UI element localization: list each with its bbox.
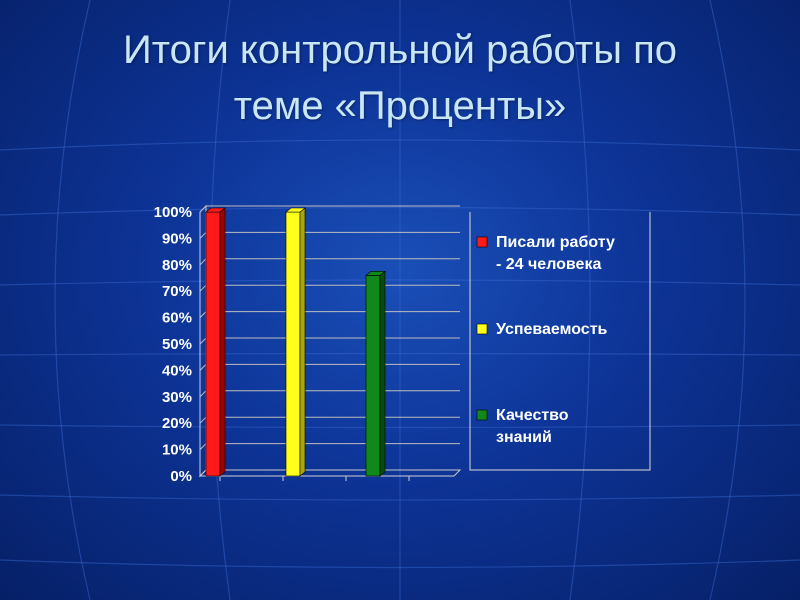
bar-top — [365, 271, 386, 276]
bar-top — [285, 207, 306, 213]
bar-1 — [205, 207, 226, 477]
legend-frame — [469, 212, 651, 471]
gridline — [199, 337, 460, 345]
legend-item-3: Качество знаний — [476, 407, 569, 446]
gridline — [199, 231, 460, 239]
y-tick-label: 0% — [170, 468, 192, 485]
gridline — [199, 205, 460, 213]
bar-front — [285, 211, 301, 477]
legend-label: Качество — [496, 407, 569, 424]
y-tick-label: 10% — [162, 442, 192, 459]
y-tick-label: 70% — [162, 283, 192, 300]
legend-swatch — [476, 236, 488, 248]
legend-label: знаний — [496, 429, 552, 446]
legend-swatch — [476, 409, 488, 421]
y-tick-label: 30% — [162, 389, 192, 406]
bar-side — [299, 207, 306, 477]
plot-area: 0% 10% 20% 30% 40% 50% 60% 70% 80% 90% 100% — [154, 204, 462, 485]
legend-label: Писали работу — [496, 234, 615, 251]
gridline — [199, 258, 460, 266]
y-tick-label: 90% — [162, 230, 192, 247]
slide-title-line-2: теме «Проценты» — [233, 84, 567, 128]
bar-side — [219, 207, 226, 477]
gridline — [199, 390, 460, 398]
bar-top — [205, 207, 226, 213]
slide-title: Итоги контрольной работы по теме «Процен… — [0, 22, 800, 134]
legend-label: - 24 человека — [496, 256, 601, 273]
legend-item-1: Писали работу - 24 человека — [476, 234, 615, 273]
gridline — [199, 284, 460, 292]
bar-front — [205, 211, 221, 477]
gridline — [199, 311, 460, 318]
gridline — [199, 443, 460, 450]
gridline — [199, 469, 460, 477]
y-tick-label: 20% — [162, 415, 192, 432]
bar-side — [379, 270, 386, 477]
bar-front — [365, 275, 381, 477]
gridline — [199, 363, 460, 371]
y-tick-label: 40% — [162, 362, 192, 379]
y-tick-label: 80% — [162, 257, 192, 274]
chart-legend: Писали работу - 24 человека Успеваемость Ка… — [469, 212, 651, 471]
slide-title-line-1: Итоги контрольной работы по — [123, 28, 677, 72]
legend-item-2: Успеваемость — [476, 321, 608, 338]
y-tick-label: 50% — [162, 336, 192, 353]
y-tick-label: 60% — [162, 310, 192, 327]
chart-floor — [198, 469, 462, 477]
legend-swatch — [476, 323, 488, 335]
gridline — [199, 416, 460, 424]
bar-3 — [365, 270, 386, 477]
legend-label: Успеваемость — [496, 321, 608, 338]
y-tick-label: 100% — [154, 204, 192, 221]
bar-2 — [285, 207, 306, 477]
